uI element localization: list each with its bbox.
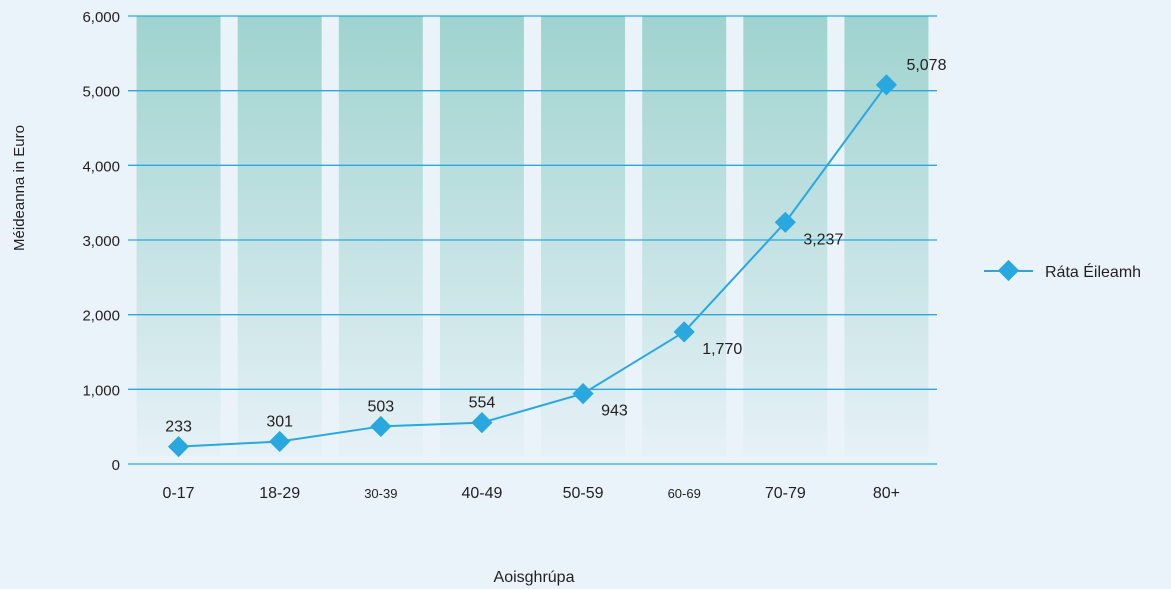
y-tick-label: 3,000 [82,233,120,250]
category-band [338,16,423,456]
x-tick-label: 40-49 [461,485,502,502]
x-axis-label: Aoisghrúpa [494,569,575,586]
data-label: 5,078 [906,57,946,74]
data-point [875,74,898,96]
data-label: 3,237 [803,231,843,248]
x-tick-label: 60-69 [668,486,701,501]
gridlines [128,15,937,465]
category-band [642,16,727,456]
x-tick-label: 70-79 [765,485,806,502]
x-tick-label: 80+ [873,485,900,502]
data-label: 301 [266,414,293,431]
y-axis-ticks: 0 1,000 2,000 3,000 4,000 5,000 6,000 [82,9,120,474]
data-label: 1,770 [702,341,742,358]
data-label: 943 [601,403,628,420]
data-label: 233 [165,419,192,436]
data-labels: 233 301 503 554 943 1,770 3,237 5,078 [165,57,946,436]
category-band [743,16,828,456]
category-band [136,16,221,456]
category-band [439,16,524,456]
y-tick-label: 1,000 [82,382,120,399]
legend-marker [997,259,1020,282]
y-tick-label: 4,000 [82,158,120,175]
x-tick-label: 30-39 [364,486,397,501]
x-tick-label: 50-59 [563,485,604,502]
y-axis-label: Méideanna in Euro [11,125,28,251]
category-band [541,16,626,456]
y-tick-label: 0 [112,457,120,474]
data-point [673,321,695,343]
y-tick-label: 5,000 [82,84,120,101]
legend: Ráta Éileamh [984,259,1141,282]
data-point [774,211,796,233]
y-tick-label: 2,000 [82,308,120,325]
legend-entry: Ráta Éileamh [1045,262,1141,281]
category-bands [136,16,929,456]
series-line [178,84,888,448]
x-tick-label: 18-29 [259,485,300,502]
x-tick-label: 0-17 [163,485,195,502]
data-label: 554 [469,395,496,412]
data-label: 503 [367,398,394,415]
category-band [237,16,322,456]
data-point [572,382,594,405]
y-tick-label: 6,000 [82,9,120,26]
x-axis-ticks: 0-17 18-29 30-39 40-49 50-59 60-69 70-79 80+ [163,485,900,502]
